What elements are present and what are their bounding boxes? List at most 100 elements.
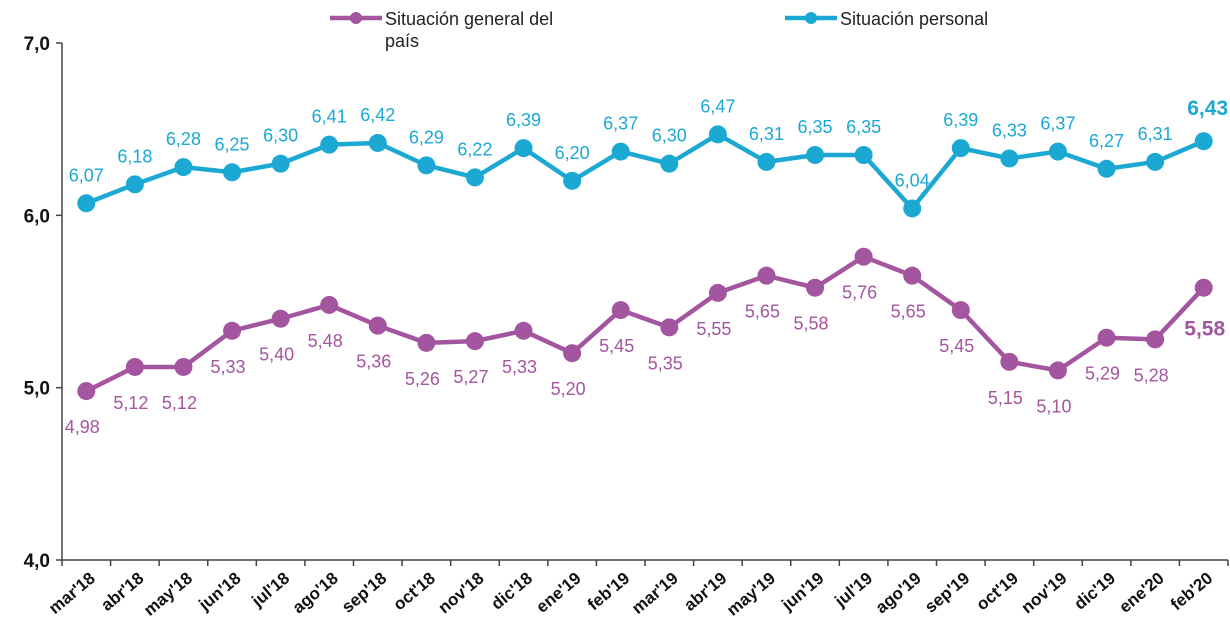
point	[77, 382, 96, 401]
point	[611, 142, 630, 161]
point	[223, 163, 242, 182]
point	[1194, 278, 1213, 297]
x-tick-label: nov'19	[1018, 569, 1071, 618]
point	[514, 139, 533, 158]
data-label: 6,39	[943, 110, 978, 130]
data-label: 5,36	[356, 352, 391, 372]
legend-label: Situación personal	[840, 9, 989, 29]
data-label: 5,58	[1184, 318, 1225, 341]
point	[806, 278, 825, 297]
point	[77, 194, 96, 213]
point	[1048, 142, 1067, 161]
data-label: 5,65	[891, 302, 926, 322]
x-tick-label: feb'20	[1167, 569, 1216, 615]
x-tick-label: ene'19	[532, 569, 584, 617]
point	[708, 125, 727, 144]
point	[320, 135, 339, 154]
point	[660, 154, 679, 173]
point	[757, 152, 776, 171]
data-label: 6,31	[749, 124, 784, 144]
x-tick-label: may'19	[723, 569, 779, 620]
point	[563, 171, 582, 190]
point	[417, 333, 436, 352]
x-tick-label: sep'18	[338, 569, 390, 617]
x-tick-label: oct'18	[390, 569, 439, 615]
point	[417, 156, 436, 175]
data-label: 6,47	[700, 96, 735, 116]
data-label: 6,35	[798, 117, 833, 137]
point	[271, 309, 290, 328]
series-line	[85, 254, 1206, 394]
data-label: 5,65	[745, 302, 780, 322]
point	[368, 133, 387, 152]
point	[951, 301, 970, 320]
y-tick-label: 7,0	[24, 34, 50, 55]
point	[465, 168, 484, 187]
point	[223, 321, 242, 340]
point	[174, 158, 193, 177]
data-label: 6,28	[166, 129, 201, 149]
data-label: 6,27	[1089, 131, 1124, 151]
data-label: 5,27	[453, 367, 488, 387]
y-tick-label: 5,0	[24, 379, 50, 400]
point	[951, 139, 970, 158]
point	[514, 321, 533, 340]
data-label: 5,76	[842, 283, 877, 303]
legend-marker	[805, 12, 817, 24]
data-label: 5,20	[551, 379, 586, 399]
data-label: 5,10	[1036, 396, 1071, 416]
data-label: 5,48	[308, 331, 343, 351]
legend-marker	[350, 12, 362, 24]
point	[320, 295, 339, 314]
point	[125, 357, 144, 376]
data-label: 6,39	[506, 110, 541, 130]
data-label: 4,98	[65, 417, 100, 437]
point	[563, 344, 582, 363]
data-label: 5,28	[1134, 365, 1169, 385]
data-label: 5,26	[405, 369, 440, 389]
data-label: 5,35	[648, 353, 683, 373]
data-label: 6,20	[555, 143, 590, 163]
point	[854, 146, 873, 165]
point	[708, 283, 727, 302]
x-tick-label: may'18	[140, 569, 196, 620]
point	[1000, 352, 1019, 371]
x-tick-label: nov'18	[435, 569, 488, 618]
x-tick-label: ago'18	[289, 569, 342, 618]
point	[1146, 330, 1165, 349]
point	[806, 146, 825, 165]
x-tick-label: jul'18	[247, 569, 293, 612]
x-tick-label: jul'19	[830, 569, 876, 612]
point	[757, 266, 776, 285]
point	[903, 266, 922, 285]
point	[1097, 328, 1116, 347]
data-label: 5,33	[211, 357, 246, 377]
data-label: 5,29	[1085, 364, 1120, 384]
point	[1194, 132, 1213, 151]
point	[903, 199, 922, 218]
x-tick-label: mar'19	[628, 569, 682, 618]
point	[368, 316, 387, 335]
data-label: 6,04	[895, 170, 930, 190]
point	[1048, 361, 1067, 380]
data-label: 6,43	[1187, 97, 1228, 120]
point	[125, 175, 144, 194]
point	[174, 357, 193, 376]
data-label: 6,42	[360, 105, 395, 125]
data-label: 6,37	[1040, 114, 1075, 134]
data-label: 6,07	[69, 165, 104, 185]
data-label: 6,35	[846, 117, 881, 137]
data-label: 5,15	[988, 388, 1023, 408]
point	[854, 247, 873, 266]
data-label: 5,12	[113, 393, 148, 413]
x-tick-label: sep'19	[921, 569, 973, 617]
data-label: 5,58	[794, 314, 829, 334]
x-tick-label: jun'19	[778, 569, 828, 615]
data-label: 6,29	[409, 127, 444, 147]
data-label: 5,40	[259, 345, 294, 365]
data-label: 5,45	[939, 336, 974, 356]
data-label: 5,55	[696, 319, 731, 339]
y-tick-label: 6,0	[24, 206, 50, 227]
